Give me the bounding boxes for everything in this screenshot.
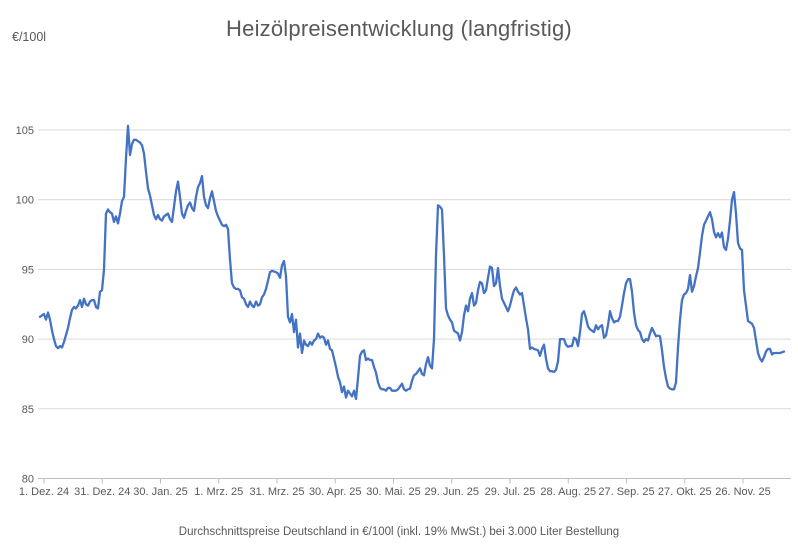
x-tick-label: 29. Jun. 25 [425,486,479,498]
x-tick-label: 1. Mrz. 25 [194,486,243,498]
y-tick-label: 90 [22,334,34,346]
x-tick-label: 31. Mrz. 25 [249,486,304,498]
x-tick-label: 27. Okt. 25 [658,486,712,498]
price-series-line [38,124,786,401]
x-tick-label: 27. Sep. 25 [598,486,654,498]
y-axis-unit-label: €/100l [12,30,47,44]
x-tick-label: 28. Aug. 25 [540,486,596,498]
x-tick-label: 30. Apr. 25 [309,486,362,498]
x-tick-label: 31. Dez. 24 [74,486,130,498]
x-tick-label: 30. Jan. 25 [133,486,187,498]
y-tick-label: 100 [16,195,34,207]
x-tick-label: 29. Jul. 25 [485,486,536,498]
y-tick-label: 95 [22,264,34,276]
y-tick-label: 85 [22,404,34,416]
x-tick-label: 26. Nov. 25 [715,486,770,498]
y-tick-label: 80 [22,474,34,486]
page-title: Heizölpreisentwicklung (langfristig) [226,16,572,41]
x-tick-label: 1. Dez. 24 [19,486,69,498]
chart-footnote: Durchschnittspreise Deutschland in €/100… [178,526,620,538]
x-tick-label: 30. Mai. 25 [366,486,420,498]
y-tick-label: 105 [16,125,34,137]
